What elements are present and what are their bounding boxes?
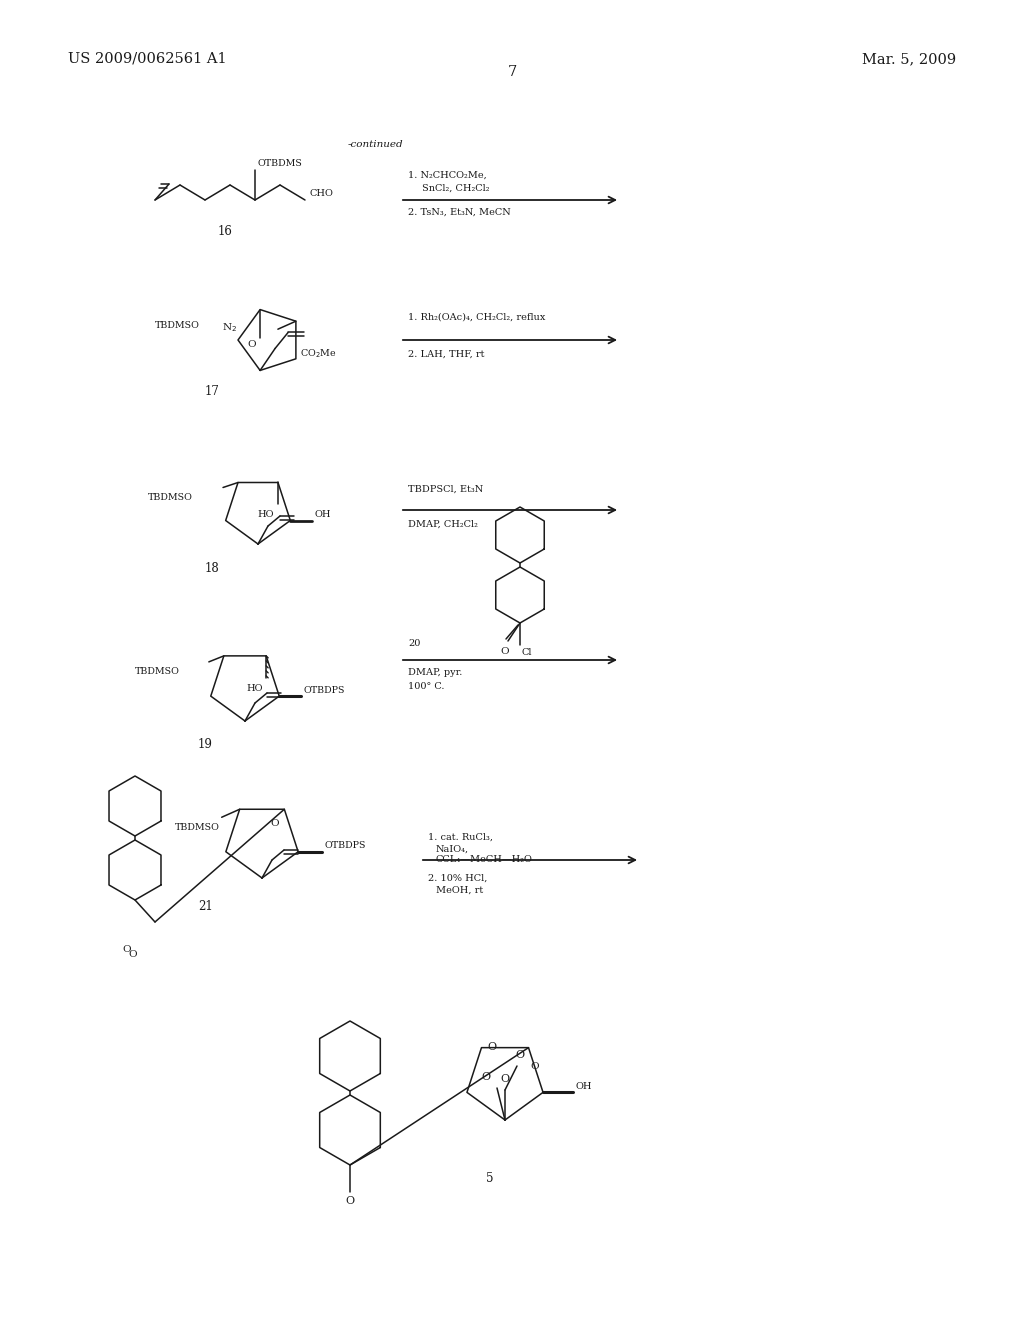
Text: TBDPSCl, Et₃N: TBDPSCl, Et₃N [408,484,483,494]
Text: O: O [129,950,137,960]
Text: SnCl₂, CH₂Cl₂: SnCl₂, CH₂Cl₂ [422,183,489,193]
Text: 19: 19 [198,738,213,751]
Text: -continued: -continued [348,140,403,149]
Text: Mar. 5, 2009: Mar. 5, 2009 [862,51,956,66]
Text: O: O [487,1041,496,1052]
Text: 2. LAH, THF, rt: 2. LAH, THF, rt [408,350,484,359]
Text: 20: 20 [408,639,421,648]
Text: OTBDMS: OTBDMS [258,158,303,168]
Text: DMAP, pyr.: DMAP, pyr. [408,668,463,677]
Text: NaIO₄,: NaIO₄, [436,845,469,854]
Text: OTBDPS: OTBDPS [325,841,366,850]
Text: HO: HO [246,684,262,693]
Text: 7: 7 [507,65,517,79]
Text: 1. Rh₂(OAc)₄, CH₂Cl₂, reflux: 1. Rh₂(OAc)₄, CH₂Cl₂, reflux [408,313,546,322]
Text: O: O [123,945,131,954]
Text: O: O [482,1072,490,1082]
Text: TBDMSO: TBDMSO [175,824,220,833]
Text: 2. 10% HCl,: 2. 10% HCl, [428,874,487,883]
Text: US 2009/0062561 A1: US 2009/0062561 A1 [68,51,226,66]
Text: 1. cat. RuCl₃,: 1. cat. RuCl₃, [428,833,493,842]
Text: DMAP, CH₂Cl₂: DMAP, CH₂Cl₂ [408,520,478,529]
Text: O: O [345,1196,354,1206]
Text: O: O [530,1061,540,1071]
Text: 18: 18 [205,562,220,576]
Text: 17: 17 [205,385,220,399]
Text: TBDMSO: TBDMSO [135,668,180,676]
Text: O: O [501,1074,510,1084]
Text: O: O [248,339,256,348]
Text: TBDMSO: TBDMSO [155,321,200,330]
Text: Cl: Cl [522,648,532,657]
Text: 16: 16 [217,224,232,238]
Text: O: O [501,647,509,656]
Text: OH: OH [314,510,331,519]
Text: 1. N₂CHCO₂Me,: 1. N₂CHCO₂Me, [408,172,486,180]
Text: HO: HO [258,511,274,520]
Text: 2. TsN₃, Et₃N, MeCN: 2. TsN₃, Et₃N, MeCN [408,209,511,216]
Text: OH: OH [575,1082,592,1090]
Text: OTBDPS: OTBDPS [303,685,345,694]
Text: 21: 21 [198,900,213,913]
Text: O: O [515,1049,524,1060]
Text: TBDMSO: TBDMSO [148,494,193,503]
Text: CHO: CHO [309,190,333,198]
Text: 5: 5 [486,1172,494,1185]
Text: CCL₄—MeCH—H₂O: CCL₄—MeCH—H₂O [436,855,532,865]
Text: O: O [270,820,280,828]
Text: N$_2$: N$_2$ [222,321,238,334]
Text: MeOH, rt: MeOH, rt [436,886,483,895]
Text: 100° C.: 100° C. [408,682,444,690]
Text: CO$_2$Me: CO$_2$Me [300,347,336,360]
